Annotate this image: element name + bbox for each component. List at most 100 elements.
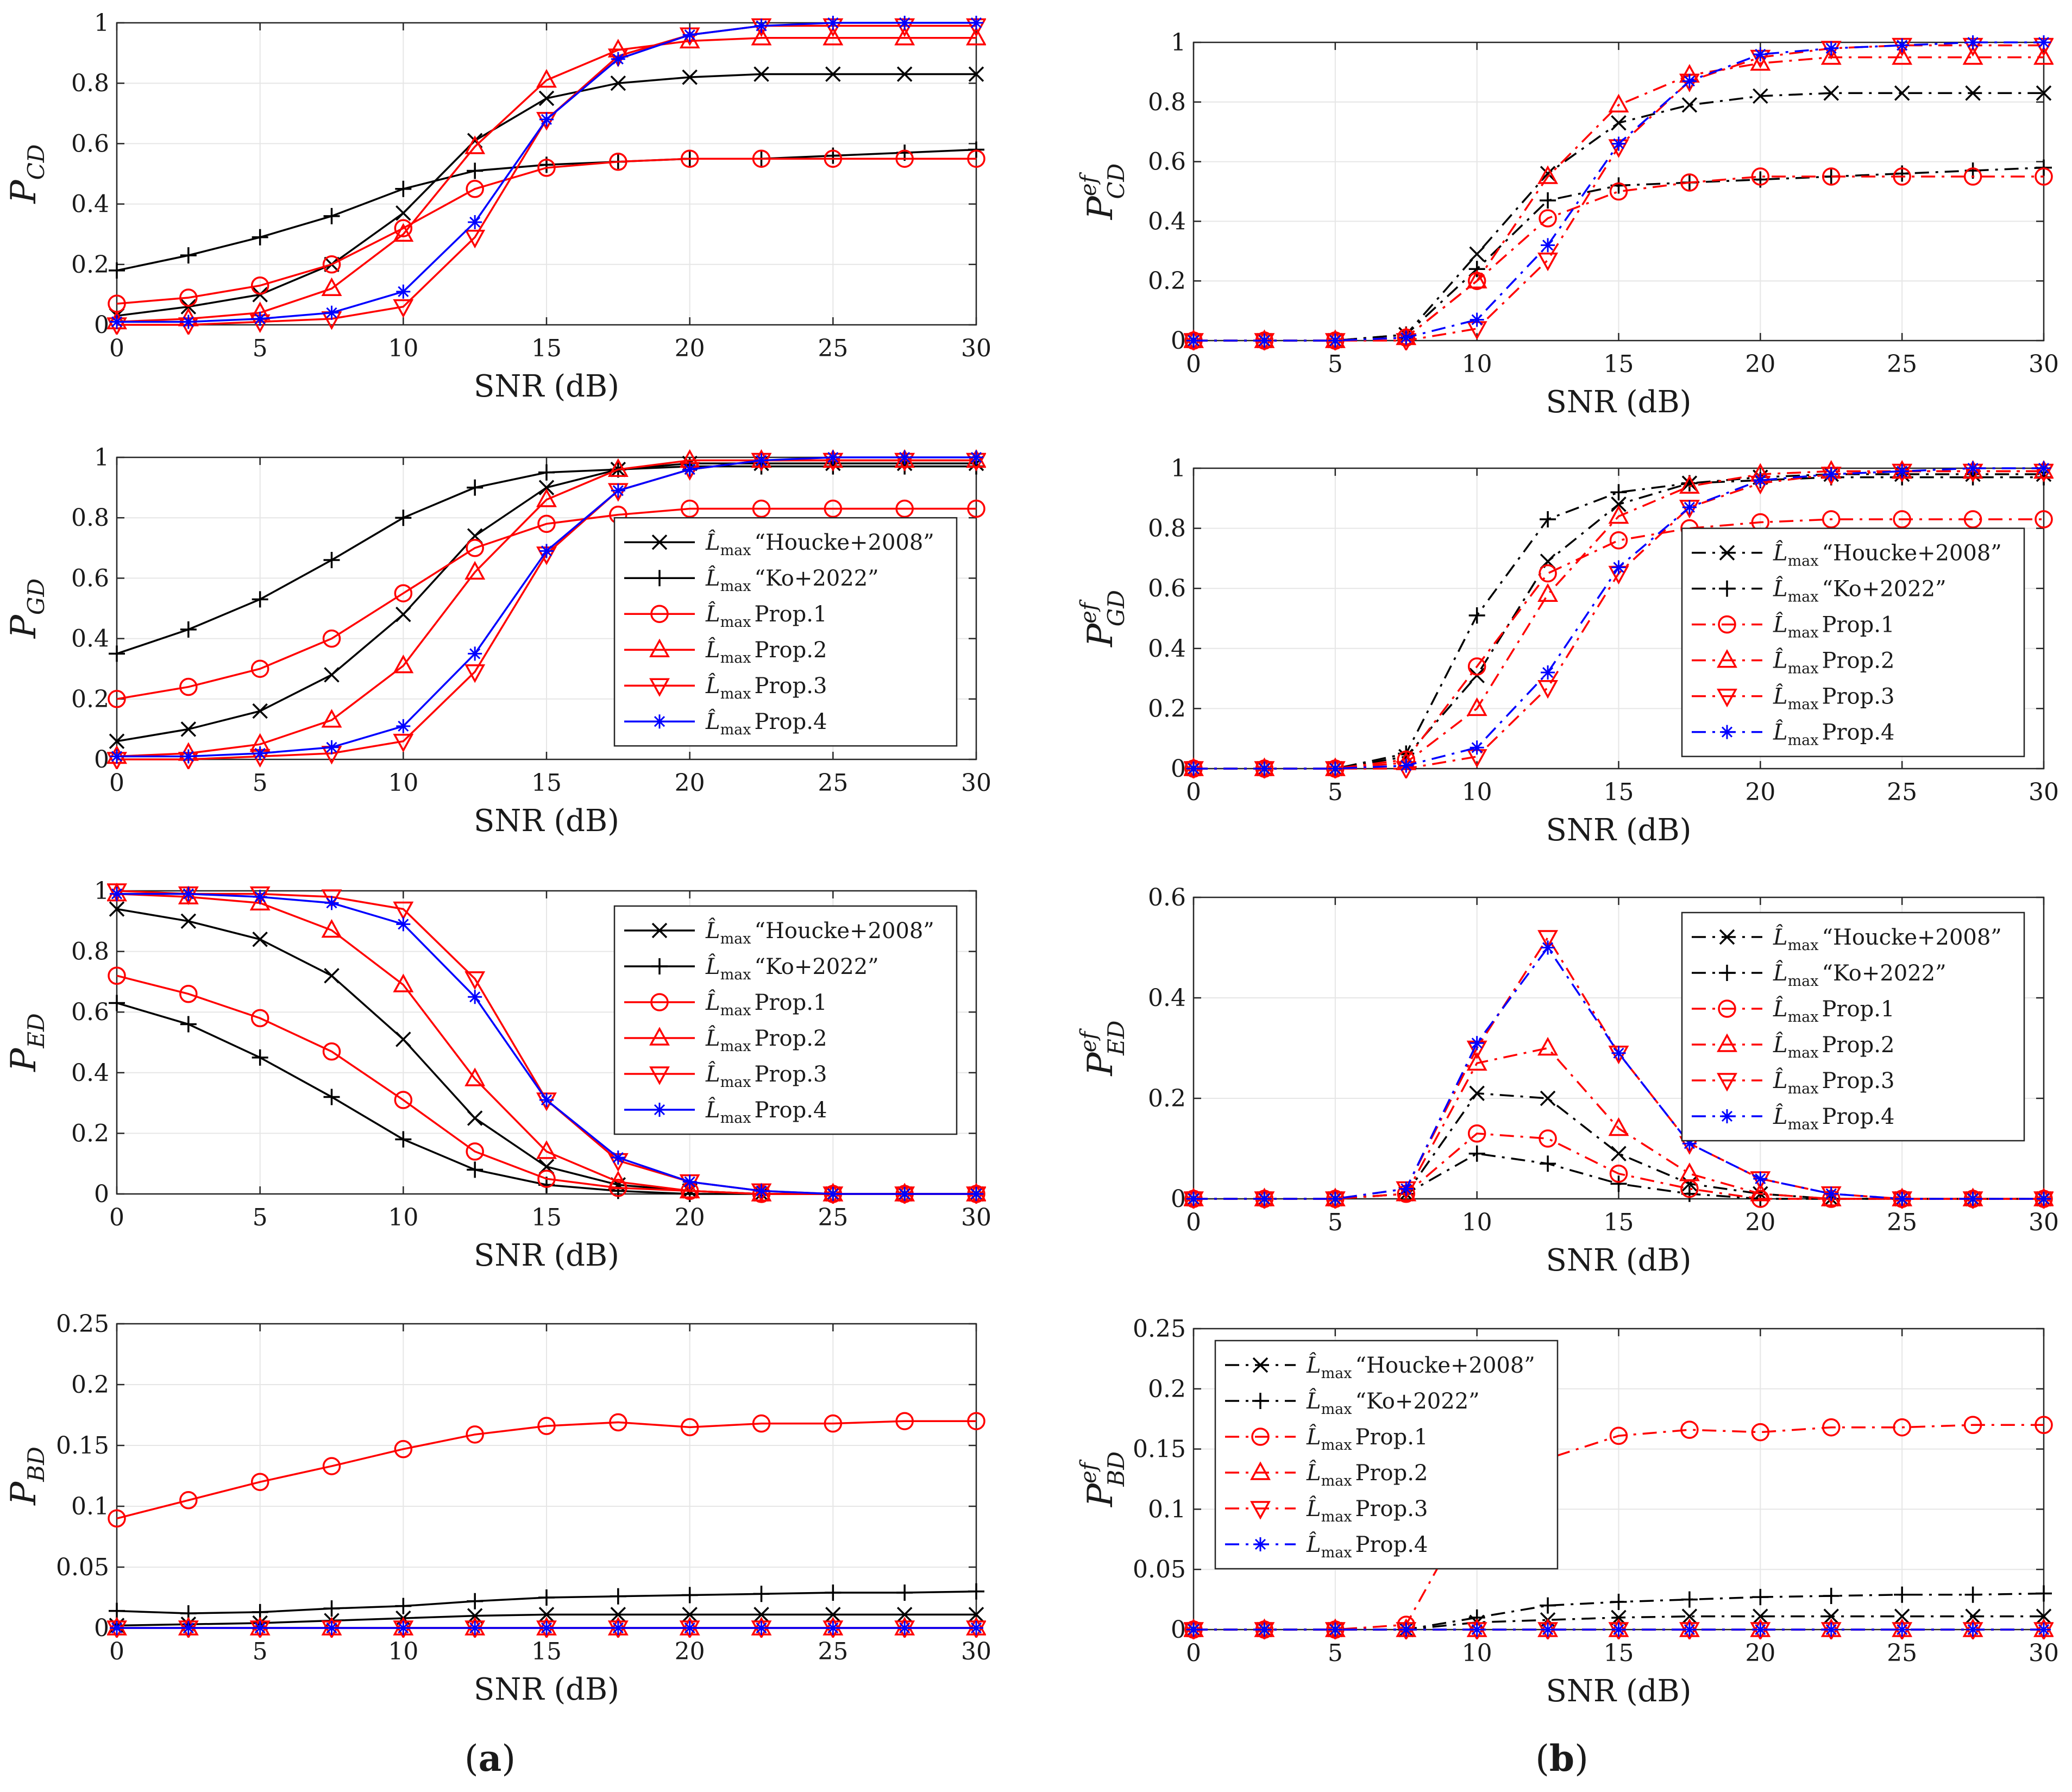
y-tick-label: 0.25	[56, 1310, 109, 1338]
legend-item: L̂max “Ko+2022”	[624, 954, 879, 983]
legend-symbol: L̂	[1773, 997, 1788, 1022]
data-point	[1611, 1146, 1627, 1161]
data-point	[1611, 136, 1626, 151]
data-point	[751, 27, 772, 46]
data-point	[181, 886, 196, 901]
data-point	[108, 1509, 126, 1528]
data-point	[754, 1621, 769, 1635]
data-point	[1468, 1145, 1485, 1162]
data-point	[1824, 1186, 1838, 1201]
data-point	[1894, 1608, 1910, 1624]
legend-symbol: L̂	[705, 674, 720, 699]
legend-item: L̂max “Ko+2022”	[624, 566, 879, 595]
y-tick-label: 0.4	[71, 191, 109, 218]
data-point	[324, 896, 339, 910]
legend-label: L̂max Prop.2	[1773, 1033, 1894, 1061]
data-point	[1257, 762, 1272, 776]
data-point	[1963, 1416, 1982, 1435]
y-axis-symbol: P	[1081, 196, 1121, 220]
x-tick-label: 25	[818, 1204, 848, 1231]
data-point	[181, 749, 196, 764]
data-point	[466, 539, 484, 557]
x-tick-label: 15	[1604, 1639, 1634, 1667]
legend-subscript: max	[720, 686, 751, 702]
legend-marker	[649, 1066, 670, 1085]
x-tick-label: 30	[2029, 1209, 2059, 1236]
data-point	[179, 1491, 198, 1510]
series-prop-1	[108, 1412, 985, 1528]
data-point	[1892, 46, 1913, 65]
legend-marker	[1717, 1073, 1737, 1092]
data-point	[1328, 762, 1342, 776]
legend-item: L̂max Prop.3	[1225, 1497, 1428, 1525]
y-axis-superscript: ef	[1076, 1028, 1101, 1053]
data-point	[1539, 564, 1557, 583]
legend-text: Prop.2	[1822, 649, 1895, 674]
legend-symbol: L̂	[705, 638, 720, 663]
data-point	[1965, 85, 1981, 101]
y-tick-label: 1	[94, 877, 109, 905]
legend-item: L̂max “Ko+2022”	[1225, 1389, 1480, 1418]
legend-subscript: max	[1321, 1437, 1352, 1454]
data-point	[1823, 1587, 1839, 1604]
legend-marker	[1251, 1428, 1270, 1446]
legend-marker	[1719, 965, 1735, 981]
x-axis-label: SNR (dB)	[1546, 1674, 1691, 1709]
data-point	[967, 1412, 985, 1430]
data-point	[396, 1621, 411, 1635]
legend-item: L̂max Prop.4	[624, 1098, 827, 1127]
y-tick-label: 0.2	[71, 686, 109, 713]
legend-marker	[1717, 688, 1737, 708]
data-point	[1966, 1623, 1980, 1637]
data-point	[110, 749, 124, 764]
legend-marker	[1252, 1357, 1269, 1373]
legend-symbol: L̂	[705, 1026, 720, 1051]
data-point	[394, 1091, 413, 1109]
x-tick-label: 10	[388, 1204, 418, 1231]
legend-item: L̂max “Houcke+2008”	[1692, 540, 2002, 570]
data-point	[2033, 46, 2054, 65]
data-point	[824, 499, 843, 518]
legend-marker	[1717, 649, 1737, 668]
x-tick-label: 0	[109, 769, 124, 797]
data-point	[323, 552, 340, 569]
data-point	[895, 1412, 914, 1430]
data-point	[1537, 583, 1559, 602]
data-point	[1962, 460, 1983, 479]
data-point	[1824, 41, 1838, 55]
data-point	[1963, 510, 1982, 529]
y-axis-subscript: GD	[23, 579, 49, 615]
legend-text: “Ko+2022”	[1822, 577, 1947, 602]
data-point	[967, 499, 985, 518]
data-point	[2035, 167, 2053, 186]
legend-item: L̂max Prop.1	[624, 602, 827, 631]
data-point	[1608, 1117, 1629, 1136]
data-point	[607, 458, 629, 477]
data-point	[753, 1586, 770, 1602]
legend-symbol: L̂	[705, 1098, 720, 1123]
data-point	[611, 1621, 625, 1635]
series-prop-4	[110, 450, 983, 764]
legend-marker	[1719, 545, 1735, 561]
data-point	[252, 703, 268, 719]
data-point	[1540, 511, 1556, 528]
y-tick-label: 0.6	[1148, 148, 1186, 176]
data-point	[467, 1110, 483, 1126]
data-point	[1540, 1155, 1556, 1172]
data-point	[181, 315, 196, 329]
legend-subscript: max	[1788, 661, 1819, 677]
data-point	[466, 180, 484, 198]
data-point	[1466, 269, 1487, 288]
data-point	[610, 75, 626, 91]
y-axis-subscript: BD	[23, 1447, 49, 1482]
data-point	[1893, 1418, 1911, 1437]
data-point	[1328, 1192, 1342, 1206]
legend-label: L̂max Prop.4	[1773, 720, 1894, 749]
data-point	[252, 1049, 268, 1066]
legend-text: Prop.1	[1355, 1425, 1428, 1450]
legend-symbol: L̂	[1773, 648, 1788, 673]
legend-symbol: L̂	[1306, 1425, 1321, 1450]
legend-subscript: max	[1321, 1544, 1352, 1561]
legend-box	[613, 905, 958, 1135]
